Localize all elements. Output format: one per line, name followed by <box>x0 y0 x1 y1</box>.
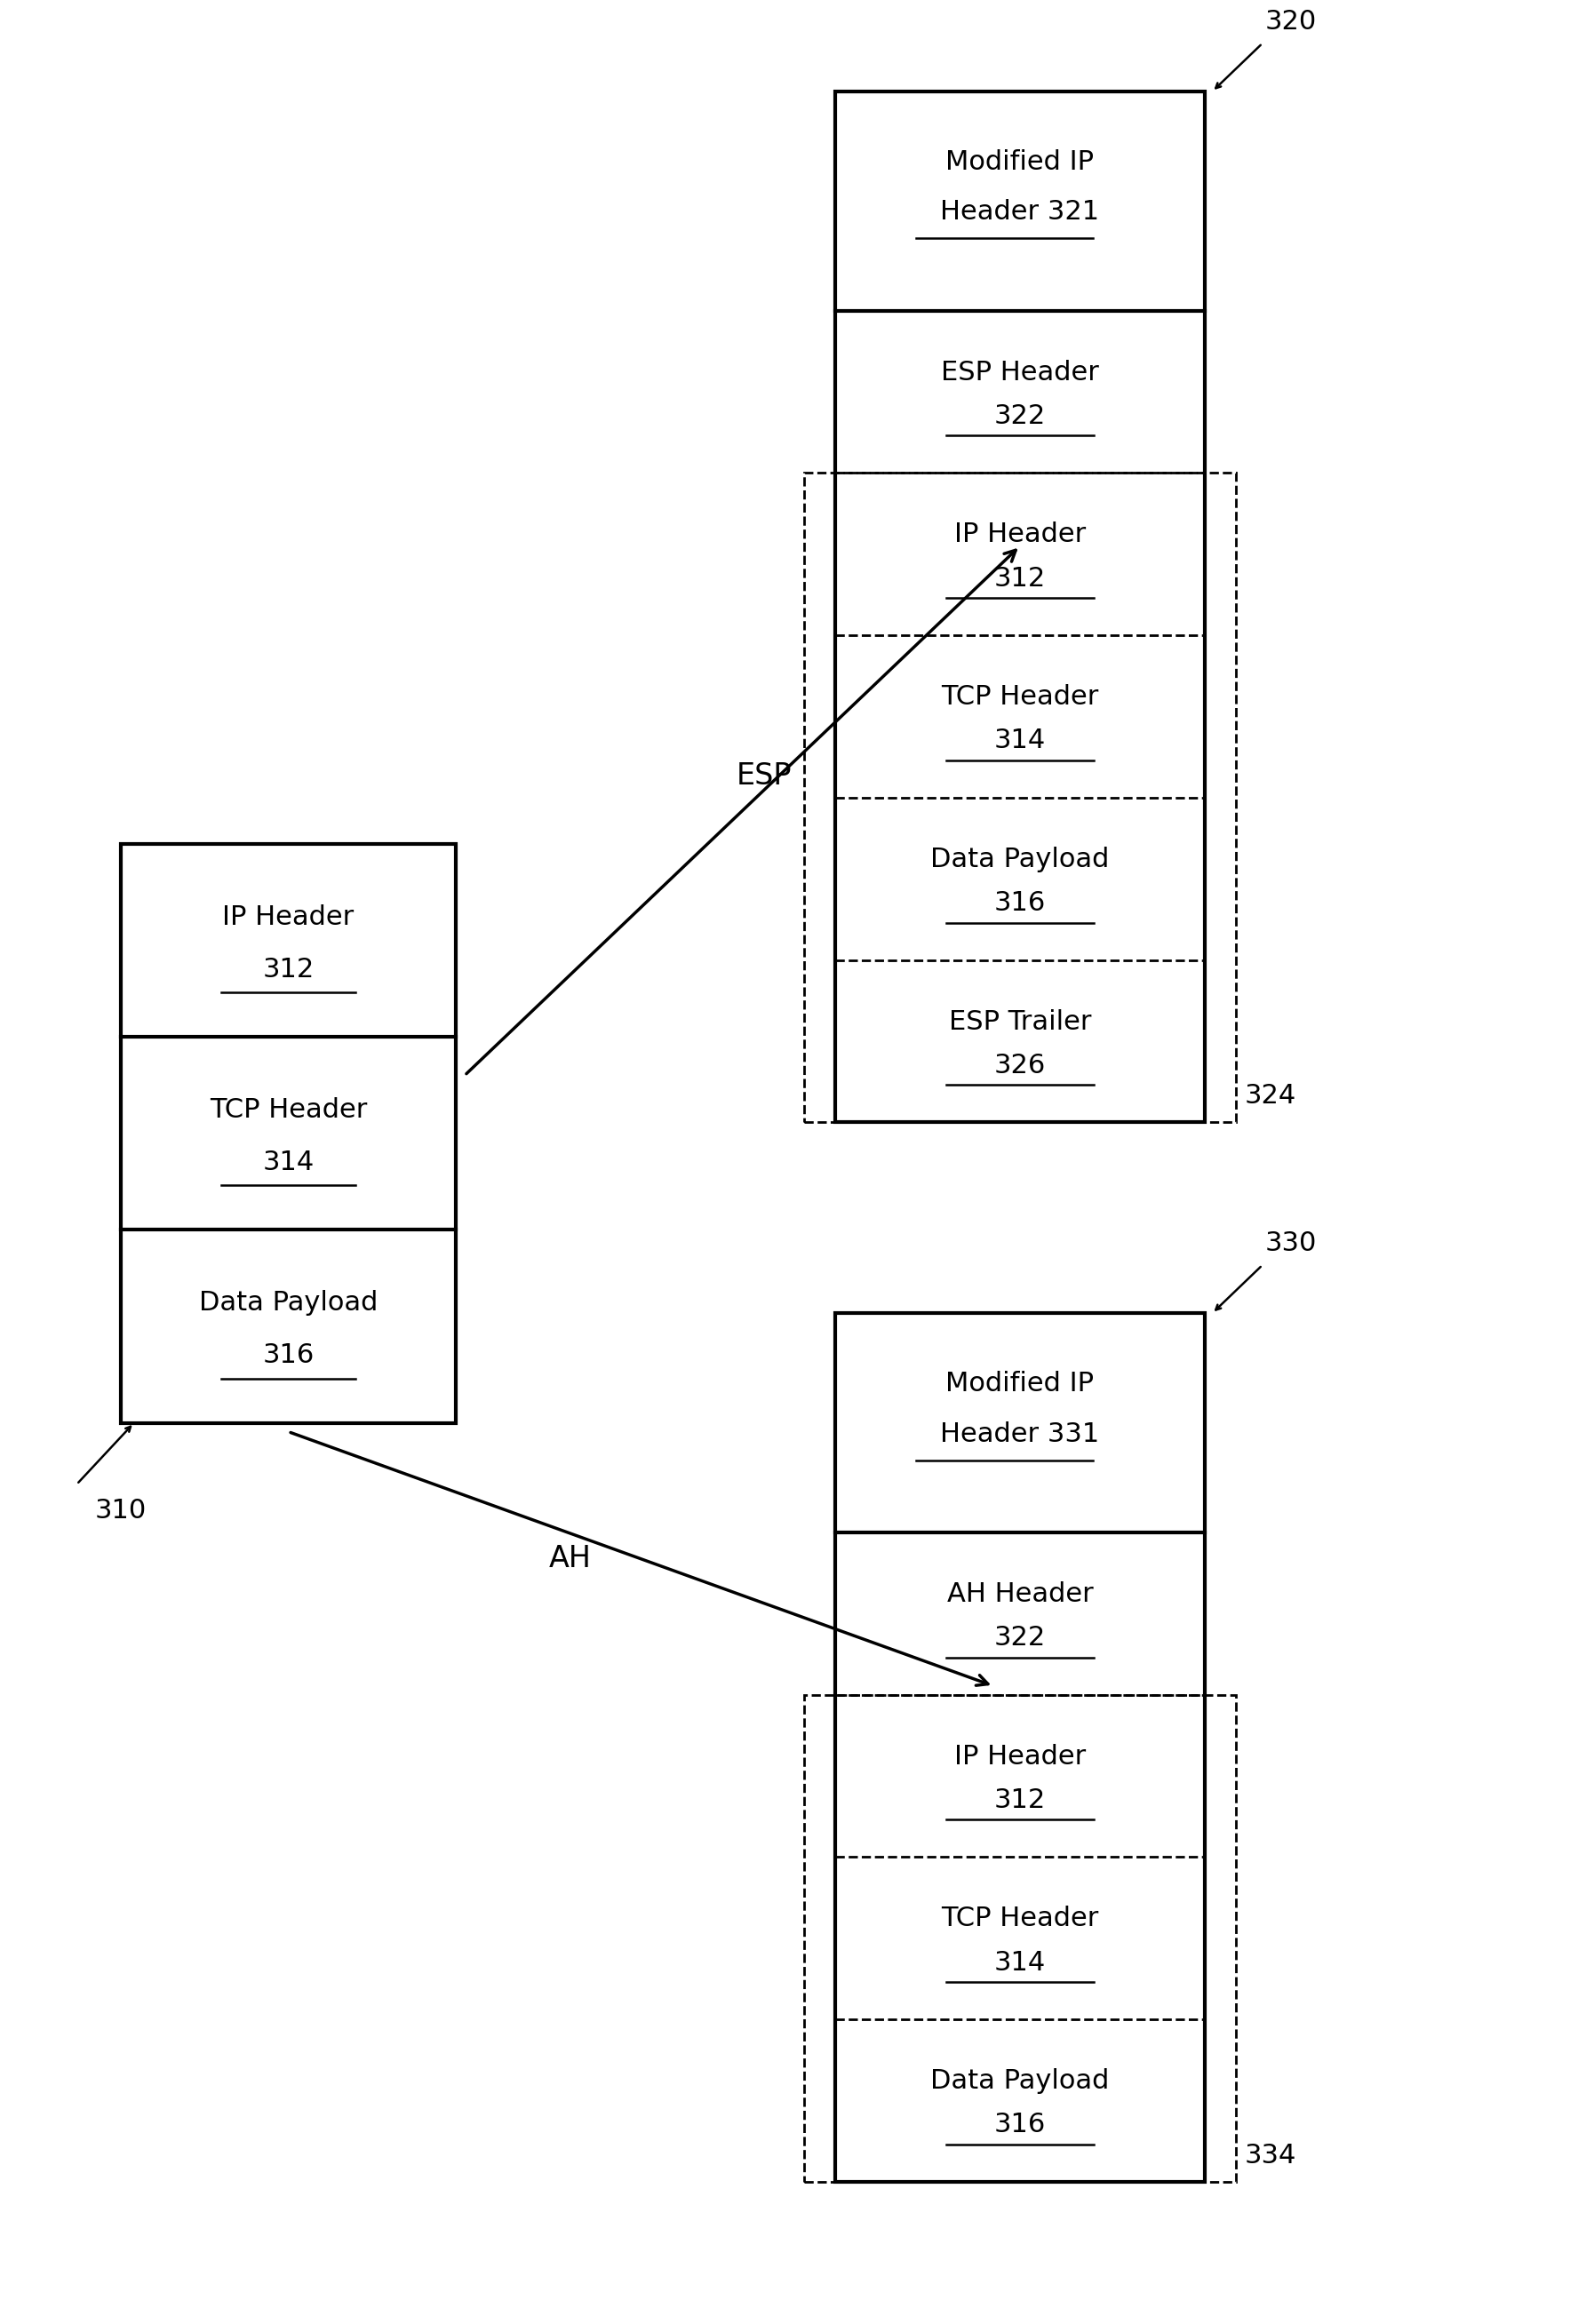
Text: Header 321: Header 321 <box>940 200 1100 225</box>
Text: IP Header: IP Header <box>222 904 353 930</box>
Text: 320: 320 <box>1266 9 1316 35</box>
Text: 312: 312 <box>994 565 1046 590</box>
Text: Modified IP: Modified IP <box>945 1371 1094 1397</box>
Text: ESP Header: ESP Header <box>940 360 1098 386</box>
Text: 330: 330 <box>1266 1229 1318 1257</box>
Text: ESP Trailer: ESP Trailer <box>948 1009 1092 1034</box>
Text: ESP: ESP <box>737 760 792 790</box>
Text: IP Header: IP Header <box>955 523 1086 548</box>
Text: 322: 322 <box>994 404 1046 430</box>
Text: AH Header: AH Header <box>947 1580 1094 1606</box>
Text: IP Header: IP Header <box>955 1743 1086 1769</box>
Bar <box>835 91 1206 1122</box>
Text: Modified IP: Modified IP <box>945 149 1094 174</box>
Text: TCP Header: TCP Header <box>940 683 1098 709</box>
Text: Data Payload: Data Payload <box>931 2068 1109 2094</box>
Text: 312: 312 <box>994 1787 1046 1813</box>
Text: 324: 324 <box>1245 1083 1297 1109</box>
Text: 316: 316 <box>994 890 1046 916</box>
Text: 314: 314 <box>994 1950 1046 1975</box>
Text: Header 331: Header 331 <box>940 1420 1100 1448</box>
Text: Data Payload: Data Payload <box>931 846 1109 872</box>
Bar <box>122 844 456 1422</box>
Text: 322: 322 <box>994 1624 1046 1650</box>
Text: 316: 316 <box>262 1343 314 1369</box>
Text: 334: 334 <box>1245 2143 1297 2168</box>
Text: 312: 312 <box>262 957 314 983</box>
Text: TCP Header: TCP Header <box>210 1097 368 1122</box>
Bar <box>803 1694 1236 2182</box>
Text: 314: 314 <box>262 1150 314 1176</box>
Text: 326: 326 <box>994 1053 1046 1078</box>
Text: AH: AH <box>549 1543 592 1573</box>
Bar <box>835 1313 1206 2182</box>
Text: 310: 310 <box>95 1497 147 1522</box>
Text: Data Payload: Data Payload <box>199 1290 377 1315</box>
Bar <box>803 474 1236 1122</box>
Text: 314: 314 <box>994 727 1046 753</box>
Text: 316: 316 <box>994 2113 1046 2138</box>
Text: TCP Header: TCP Header <box>940 1906 1098 1931</box>
